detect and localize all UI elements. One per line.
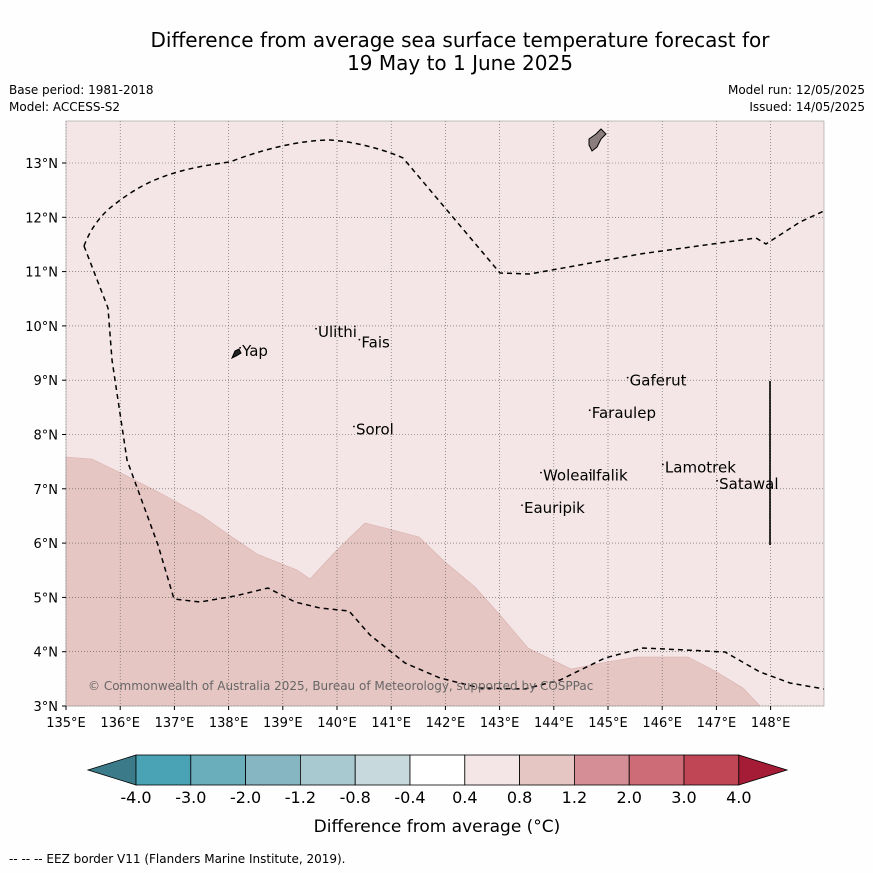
colorbar: -4.0 -3.0 -2.0 -1.2 -0.8 -0.4 0.4 0.8 1.2 2.0 3.0 4…	[86, 754, 789, 807]
x-tick-label: 138°E	[209, 716, 249, 731]
place-label: Satawal	[719, 475, 778, 493]
x-axis-ticks: 135°E 136°E 137°E 138°E 139°E 140°E 141°E 142°E…	[46, 706, 790, 731]
colorbar-tick-label: -0.4	[394, 788, 425, 807]
colorbar-extend-low	[86, 754, 137, 786]
place-label: Gaferut	[630, 372, 687, 390]
colorbar-tick-label: -4.0	[120, 788, 151, 807]
y-tick-label: 10°N	[25, 320, 58, 335]
x-tick-label: 140°E	[317, 716, 357, 731]
y-tick-label: 11°N	[25, 266, 58, 281]
x-tick-label: 137°E	[155, 716, 195, 731]
x-tick-label: 148°E	[751, 716, 791, 731]
colorbar-bin	[519, 754, 575, 786]
colorbar-extend-high	[738, 754, 789, 786]
yap-island	[231, 348, 242, 360]
x-tick-label: 145°E	[588, 716, 628, 731]
colorbar-bin	[574, 754, 630, 786]
y-tick-label: 6°N	[34, 537, 59, 552]
x-tick-label: 146°E	[642, 716, 682, 731]
base-period: Base period: 1981-2018	[9, 83, 154, 97]
atoll-marker	[315, 327, 317, 330]
colorbar-bin	[245, 754, 301, 786]
chart-title-line1: Difference from average sea surface temp…	[150, 28, 770, 52]
colorbar-tick-label: 0.8	[507, 788, 532, 807]
copyright-text: © Commonwealth of Australia 2025, Bureau…	[88, 679, 593, 693]
atoll-marker	[540, 471, 542, 474]
colorbar-bin	[299, 754, 356, 786]
atoll-marker	[588, 471, 591, 474]
place-label: Yap	[241, 342, 268, 360]
colorbar-label: Difference from average (°C)	[314, 817, 561, 837]
colorbar-bin	[628, 754, 685, 786]
colorbar-bin	[190, 754, 247, 786]
y-tick-label: 13°N	[25, 157, 58, 172]
atoll-marker	[626, 376, 629, 379]
colorbar-tick-label: 2.0	[616, 788, 641, 807]
x-tick-label: 142°E	[426, 716, 466, 731]
x-tick-label: 136°E	[100, 716, 140, 731]
place-label: Ulithi	[318, 323, 357, 341]
colorbar-tick-label: 3.0	[671, 788, 696, 807]
atoll-marker	[239, 346, 242, 349]
place-label: Ifalik	[592, 467, 628, 485]
model-run: Model run: 12/05/2025	[727, 83, 865, 97]
colorbar-bin	[135, 754, 192, 786]
colorbar-tick-label: 4.0	[726, 788, 751, 807]
place-label: Eauripik	[524, 499, 585, 517]
colorbar-bin	[464, 754, 520, 786]
atoll-marker	[353, 425, 355, 428]
colorbar-tick-label: -3.0	[175, 788, 206, 807]
atoll-marker	[358, 338, 361, 341]
place-label: Lamotrek	[665, 459, 736, 477]
place-label: Woleai	[543, 467, 593, 485]
colorbar-tick-label: 0.4	[452, 788, 477, 807]
y-tick-label: 9°N	[34, 374, 59, 389]
x-tick-label: 141°E	[371, 716, 411, 731]
y-tick-label: 12°N	[25, 211, 58, 226]
atoll-marker	[662, 463, 664, 466]
y-tick-label: 3°N	[34, 700, 59, 715]
y-tick-label: 4°N	[34, 646, 59, 661]
colorbar-tick-label: 1.2	[562, 788, 587, 807]
colorbar-bin	[354, 754, 411, 786]
place-label: Fais	[361, 334, 390, 352]
colorbar-bin	[683, 754, 740, 786]
x-tick-label: 139°E	[263, 716, 303, 731]
x-tick-label: 135°E	[46, 716, 86, 731]
eez-border-north	[83, 139, 825, 275]
x-tick-label: 147°E	[697, 716, 737, 731]
y-tick-label: 8°N	[34, 429, 59, 444]
issued-date: Issued: 14/05/2025	[749, 100, 865, 114]
footer-eez-legend: -- -- -- EEZ border V11 (Flanders Marine…	[9, 852, 346, 866]
guam-island	[588, 128, 607, 152]
colorbar-tick-label: -1.2	[285, 788, 316, 807]
y-axis-ticks: 3°N 4°N 5°N 6°N 7°N 8°N 9°N 10°N 11°N 12°N 13°N	[25, 157, 66, 715]
atoll-marker	[521, 504, 523, 507]
colorbar-tick-label: -2.0	[230, 788, 261, 807]
atoll-marker	[716, 479, 719, 482]
x-tick-label: 144°E	[534, 716, 574, 731]
colorbar-bin	[409, 754, 466, 786]
x-tick-label: 143°E	[480, 716, 520, 731]
y-tick-label: 7°N	[34, 483, 59, 498]
chart-title-line2: 19 May to 1 June 2025	[347, 51, 573, 75]
y-tick-label: 5°N	[34, 591, 59, 606]
place-label: Faraulep	[592, 404, 656, 422]
colorbar-tick-label: -0.8	[340, 788, 371, 807]
eez-border-south	[83, 245, 825, 690]
warm-anomaly-region	[65, 456, 761, 707]
model-name: Model: ACCESS-S2	[9, 100, 121, 114]
place-label: Sorol	[356, 421, 394, 439]
atoll-marker	[588, 409, 591, 412]
